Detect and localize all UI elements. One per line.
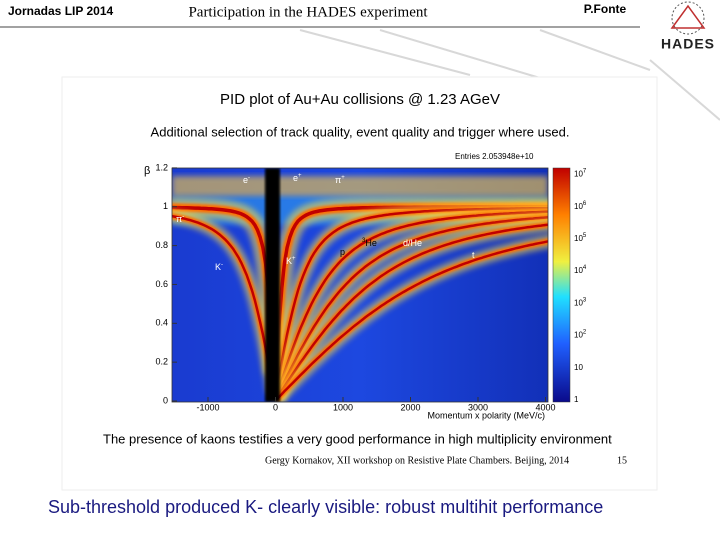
particle-label-superscript: - xyxy=(221,262,223,268)
colorbar-label: 107 xyxy=(574,168,587,179)
particle-label-base: e xyxy=(243,175,248,185)
header-author: P.Fonte xyxy=(584,2,627,16)
colorbar-label-base: 10 xyxy=(574,363,583,372)
colorbar-label: 104 xyxy=(574,265,587,276)
header-left: Jornadas LIP 2014 xyxy=(8,4,113,18)
particle-label-base: K xyxy=(215,262,221,272)
particle-label-superscript: - xyxy=(248,175,250,181)
particle-label-superscript: - xyxy=(182,214,184,220)
colorbar xyxy=(552,167,571,403)
colorbar-label: 10 xyxy=(574,363,583,372)
particle-label-base: t xyxy=(472,250,475,260)
colorbar-label-base: 10 xyxy=(574,266,583,275)
x-tick-label: -1000 xyxy=(196,402,219,412)
particle-label-base: He xyxy=(365,238,377,248)
x-tick-label: 0 xyxy=(273,402,278,412)
particle-label: K+ xyxy=(286,256,296,267)
x-tick-label: 2000 xyxy=(400,402,420,412)
particle-label: p xyxy=(340,247,345,257)
colorbar-label-superscript: 4 xyxy=(583,265,587,271)
x-tick-label: 3000 xyxy=(468,402,488,412)
y-tick-label: 1.2 xyxy=(155,162,168,172)
entries: Entries 2.053948e+10 xyxy=(455,152,534,161)
colorbar-label: 1 xyxy=(574,395,579,404)
header-title: Participation in the HADES experiment xyxy=(188,4,428,20)
particle-label-superscript: + xyxy=(298,173,302,179)
y-axis-label: β xyxy=(144,165,150,177)
background-lines xyxy=(299,29,720,121)
plot-title: PID plot of Au+Au collisions @ 1.23 AGeV xyxy=(220,91,500,108)
particle-label: e- xyxy=(243,175,250,186)
y-tick-label: 0.6 xyxy=(155,279,168,289)
particle-label-base: π xyxy=(335,175,341,185)
particle-label: π+ xyxy=(335,175,345,186)
colorbar-label-superscript: 5 xyxy=(583,233,587,239)
y-tick-label: 1 xyxy=(163,201,168,211)
colorbar-label-superscript: 3 xyxy=(583,297,587,303)
statement: The presence of kaons testifies a very g… xyxy=(103,431,612,446)
page-number: 15 xyxy=(617,455,627,466)
x-tick-label: 1000 xyxy=(333,402,353,412)
particle-label: e+ xyxy=(293,173,302,184)
particle-label-base: p xyxy=(340,247,345,257)
x-axis-label: Momentum x polarity (MeV/c) xyxy=(427,410,545,420)
colorbar-label-superscript: 6 xyxy=(583,200,587,206)
particle-label-prefix: 3 xyxy=(362,238,366,244)
particle-label: K- xyxy=(215,262,223,273)
colorbar-label-superscript: 7 xyxy=(583,168,587,174)
y-tick-label: 0.4 xyxy=(155,318,168,328)
particle-label: t xyxy=(472,250,475,260)
y-tick-label: 0.2 xyxy=(155,357,168,367)
colorbar-label-base: 10 xyxy=(574,234,583,243)
colorbar-label-base: 10 xyxy=(574,202,583,211)
particle-label: d/He xyxy=(403,238,422,248)
plot-frame xyxy=(171,167,549,403)
colorbar-label-base: 10 xyxy=(574,170,583,179)
particle-label-superscript: + xyxy=(292,256,296,262)
particle-label: 3He xyxy=(362,238,377,249)
colorbar-label: 103 xyxy=(574,297,587,308)
particle-label-base: K xyxy=(286,256,292,266)
particle-label: π- xyxy=(176,214,184,225)
colorbar-label: 102 xyxy=(574,329,587,340)
logo: HADES xyxy=(657,1,720,52)
y-tick-label: 0 xyxy=(163,395,168,405)
colorbar-label-base: 1 xyxy=(574,395,579,404)
y-tick-label: 0.8 xyxy=(155,240,168,250)
x-tick-label: 4000 xyxy=(535,402,555,412)
particle-label-base: e xyxy=(293,173,298,183)
colorbar-label: 106 xyxy=(574,200,587,211)
particle-label-base: d/He xyxy=(403,238,422,248)
plot-subtitle: Additional selection of track quality, e… xyxy=(151,124,570,139)
caption: Sub-threshold produced K- clearly visibl… xyxy=(48,497,603,517)
colorbar-label-superscript: 2 xyxy=(583,329,587,335)
colorbar-label-base: 10 xyxy=(574,331,583,340)
heatmap xyxy=(172,168,548,402)
reference: Gergy Kornakov, XII workshop on Resistiv… xyxy=(265,455,569,466)
logo-text: HADES xyxy=(661,36,715,52)
colorbar-label: 105 xyxy=(574,233,587,244)
particle-label-base: π xyxy=(176,214,182,224)
colorbar-label-base: 10 xyxy=(574,299,583,308)
particle-label-superscript: + xyxy=(341,175,345,181)
